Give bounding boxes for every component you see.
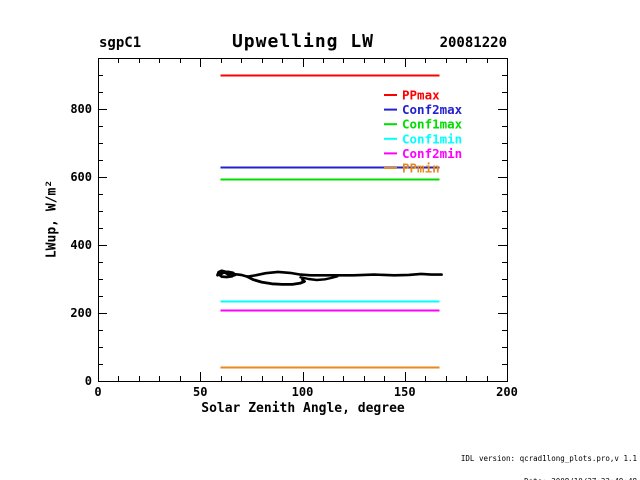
legend-label-ppmin: PPmin [402,161,440,176]
x-axis-title: Solar Zenith Angle, degree [201,401,405,416]
footer-left: Mon Dec 22 10:01:35 2008 Battelle Pacifi… [5,441,353,480]
plot-title: Upwelling LW [231,31,375,52]
site-label: sgpC1 [99,35,142,51]
legend-label-conf1max: Conf1max [402,117,463,132]
legend: PPmaxConf2maxConf1maxConf1minConf2minPPm… [384,88,463,176]
trace-loop-lower-branch [245,275,306,286]
y-tick-label: 600 [70,170,92,184]
qc-limit-lines [220,74,440,369]
trace-main-trace [216,269,443,278]
x-tick-label: 100 [292,385,314,399]
trace-second-dip-branch [299,275,339,282]
x-tick-label: 200 [496,385,518,399]
legend-label-ppmax: PPmax [402,88,440,103]
y-tick-label: 400 [70,238,92,252]
x-tick-label: 0 [94,385,101,399]
footer-right: IDL version: qcrad1long_plots.pro,v 1.1 … [402,440,637,480]
date-label: 20081220 [439,35,507,51]
y-axis-title: LWup, W/m² [44,179,60,259]
trace-start-knot [216,269,237,279]
x-tick-label: 50 [193,385,207,399]
y-tick-label: 800 [70,102,92,116]
y-tick-label: 200 [70,306,92,320]
legend-label-conf2max: Conf2max [402,102,463,117]
legend-label-conf1min: Conf1min [402,131,462,146]
y-tick-label: 0 [85,374,92,388]
idl-version-label: IDL version: qcrad1long_plots.pro,v 1.1 [460,454,637,464]
idl-date-label: Date: 2008/10/27 22:49:48 [402,478,637,480]
lwup-measurement-trace [216,269,443,286]
x-tick-label: 150 [394,385,416,399]
axes-frame [98,58,508,382]
tick-labels: 0 200 400 600 800 0 50 100 150 200 [70,102,518,399]
legend-label-conf2min: Conf2min [402,146,462,161]
